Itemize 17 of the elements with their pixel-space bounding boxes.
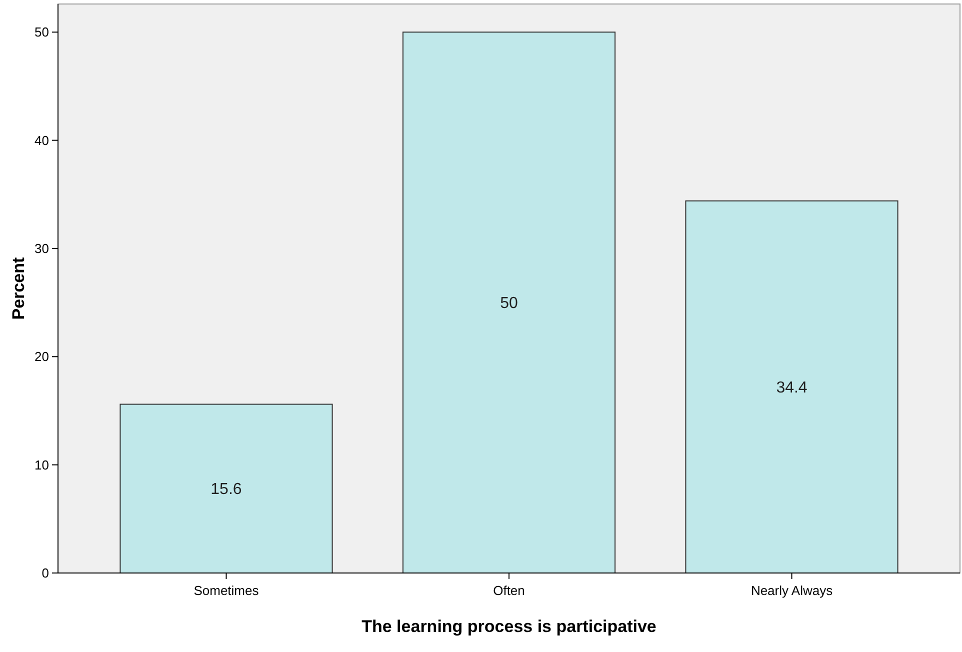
x-tick-label: Sometimes — [194, 583, 260, 598]
y-axis-title: Percent — [9, 256, 28, 320]
data-label: 34.4 — [776, 380, 808, 397]
data-label: 15.6 — [210, 481, 242, 498]
y-tick-label: 0 — [42, 566, 49, 581]
bar — [685, 200, 898, 574]
x-axis-title: The learning process is participative — [362, 617, 656, 636]
bar — [402, 32, 616, 574]
y-tick-label: 30 — [34, 241, 49, 256]
bar — [120, 404, 333, 574]
y-tick-label: 50 — [34, 24, 49, 40]
y-tick-label: 10 — [34, 457, 49, 472]
y-tick-label: 20 — [34, 349, 49, 364]
x-tick-label: Nearly Always — [750, 583, 834, 598]
y-tick-label: 40 — [34, 132, 49, 148]
data-label: 50 — [500, 295, 518, 312]
x-tick-label: Often — [493, 583, 525, 598]
